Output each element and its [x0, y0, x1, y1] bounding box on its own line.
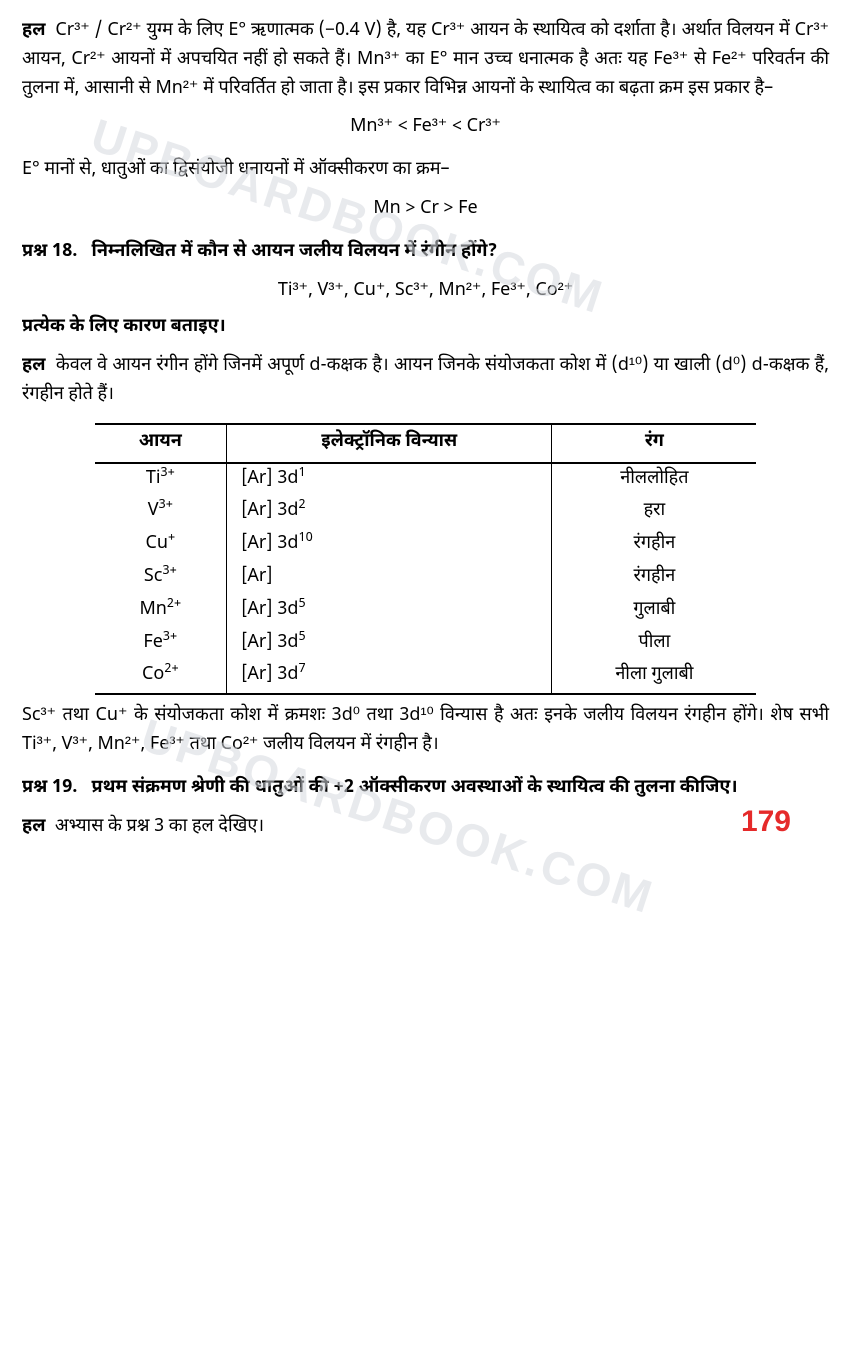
ion-cell: Ti3+	[95, 463, 227, 497]
table-row: V3+[Ar] 3d2हरा	[95, 496, 757, 529]
color-cell: गुलाबी	[552, 595, 756, 628]
question-18-tail: प्रत्येक के लिए कारण बताइए।	[22, 314, 829, 343]
solution-label: हल	[22, 20, 45, 43]
config-cell: [Ar] 3d7	[227, 660, 552, 694]
stability-order-2: Mn > Cr > Fe	[22, 196, 829, 225]
ion-color-table: आयन इलेक्ट्रॉनिक विन्यास रंग Ti3+[Ar] 3d…	[95, 423, 757, 695]
config-cell: [Ar] 3d10	[227, 529, 552, 562]
solution-17-para1: हल Cr³⁺ / Cr²⁺ युग्म के लिए E° ऋणात्मक (…	[22, 18, 829, 104]
solution-17-para2: E° मानों से, धातुओं का द्विसंयोजी धनायनो…	[22, 157, 829, 186]
page-number: 179	[741, 798, 791, 846]
solution-18-text1: केवल वे आयन रंगीन होंगे जिनमें अपूर्ण d-…	[22, 355, 829, 407]
question-18-text: निम्नलिखित में कौन से आयन जलीय विलयन में…	[92, 241, 498, 264]
table-row: Cu+[Ar] 3d10रंगहीन	[95, 529, 757, 562]
solution-18-para2: Sc³⁺ तथा Cu⁺ के संयोजकता कोश में क्रमशः …	[22, 703, 829, 761]
ion-cell: Co2+	[95, 660, 227, 694]
table-row: Co2+[Ar] 3d7नीला गुलाबी	[95, 660, 757, 694]
table-row: Ti3+[Ar] 3d1नीललोहित	[95, 463, 757, 497]
table-header-color: रंग	[552, 424, 756, 463]
question-18: प्रश्न 18. निम्नलिखित में कौन से आयन जली…	[22, 239, 829, 268]
color-cell: रंगहीन	[552, 562, 756, 595]
question-19-text: प्रथम संक्रमण श्रेणी की धातुओं की +2 ऑक्…	[92, 777, 738, 800]
question-18-ions: Ti³⁺, V³⁺, Cu⁺, Sc³⁺, Mn²⁺, Fe³⁺, Co²⁺	[22, 278, 829, 307]
table-row: Sc3+[Ar]रंगहीन	[95, 562, 757, 595]
ion-cell: V3+	[95, 496, 227, 529]
stability-order-1: Mn³⁺ < Fe³⁺ < Cr³⁺	[22, 114, 829, 143]
config-cell: [Ar] 3d1	[227, 463, 552, 497]
solution-19-text: अभ्यास के प्रश्न 3 का हल देखिए।	[55, 816, 264, 839]
solution-19: हल अभ्यास के प्रश्न 3 का हल देखिए।	[22, 814, 829, 843]
question-19: प्रश्न 19. प्रथम संक्रमण श्रेणी की धातुओ…	[22, 775, 829, 804]
ion-cell: Mn2+	[95, 595, 227, 628]
ion-cell: Cu+	[95, 529, 227, 562]
config-cell: [Ar] 3d2	[227, 496, 552, 529]
solution-18-para1: हल केवल वे आयन रंगीन होंगे जिनमें अपूर्ण…	[22, 353, 829, 411]
config-cell: [Ar]	[227, 562, 552, 595]
color-cell: पीला	[552, 628, 756, 661]
config-cell: [Ar] 3d5	[227, 595, 552, 628]
color-cell: रंगहीन	[552, 529, 756, 562]
ion-cell: Sc3+	[95, 562, 227, 595]
solution-label: हल	[22, 816, 45, 839]
config-cell: [Ar] 3d5	[227, 628, 552, 661]
table-header-row: आयन इलेक्ट्रॉनिक विन्यास रंग	[95, 424, 757, 463]
ion-cell: Fe3+	[95, 628, 227, 661]
color-cell: नीललोहित	[552, 463, 756, 497]
solution-label: हल	[22, 355, 45, 378]
table-header-ion: आयन	[95, 424, 227, 463]
color-cell: हरा	[552, 496, 756, 529]
solution-17-text1: Cr³⁺ / Cr²⁺ युग्म के लिए E° ऋणात्मक (−0.…	[22, 20, 829, 101]
question-18-label: प्रश्न 18.	[22, 241, 77, 264]
color-cell: नीला गुलाबी	[552, 660, 756, 694]
table-row: Fe3+[Ar] 3d5पीला	[95, 628, 757, 661]
question-19-label: प्रश्न 19.	[22, 777, 77, 800]
table-header-config: इलेक्ट्रॉनिक विन्यास	[227, 424, 552, 463]
table-row: Mn2+[Ar] 3d5गुलाबी	[95, 595, 757, 628]
